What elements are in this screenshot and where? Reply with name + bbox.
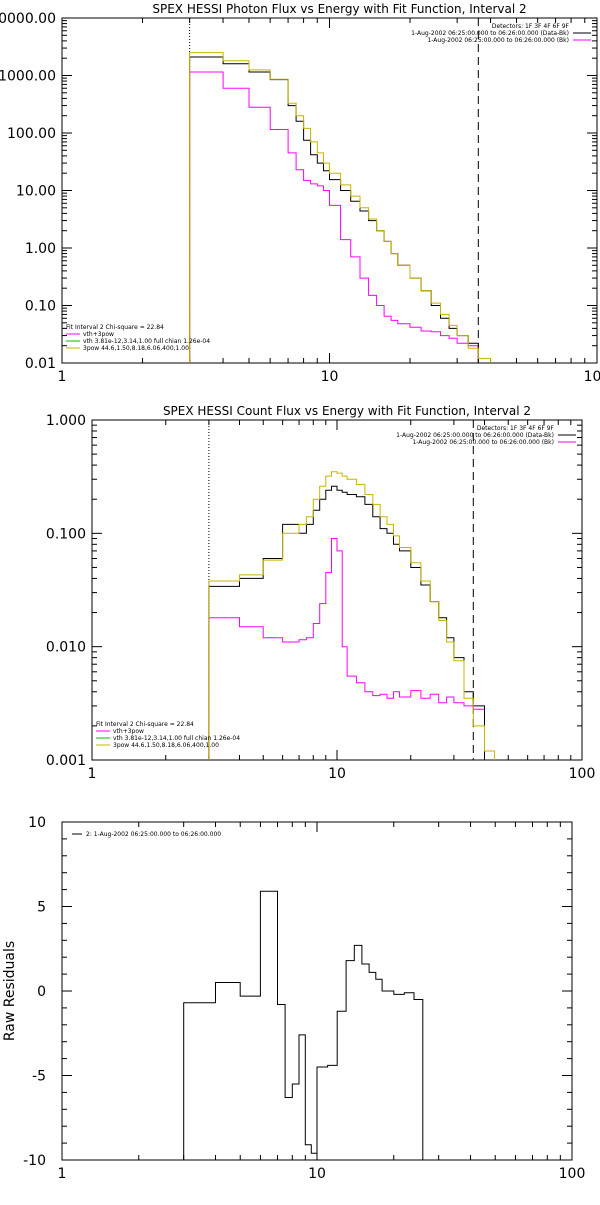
series-3-step-line [189,52,492,363]
series-2-step-line [208,538,485,760]
y-tick-label: 0.100 [46,526,86,542]
panel-2: SPEX HESSI Count Flux vs Energy with Fit… [46,404,595,782]
y-tick-label: 1000.00 [0,69,56,85]
y-tick-label: 10 [28,815,46,831]
series-2-step-line [189,71,479,363]
y-tick-label: 0.001 [46,753,86,769]
x-tick-label: 10 [308,1166,326,1182]
legend-text: 1-Aug-2002 06:25:00.000 to 06:26:00.000 … [411,30,569,37]
x-tick-label: 1 [58,1166,67,1182]
y-tick-label: -5 [32,1069,46,1085]
legend-text: vth+3pow [83,331,114,338]
panel-1: SPEX HESSI Photon Flux vs Energy with Fi… [0,2,600,385]
y-tick-label: 0.010 [46,640,86,656]
legend-text: 3pow 44.6,1.50,8.18,6.06,400,1.00 [83,345,189,352]
y-tick-label: 0 [37,984,46,1000]
legend-text: vth 3.81e-12,3.14,1.00 full chian 1.26e-… [83,338,210,345]
legend-text: Fit Interval 2 Chi-square = 22.84 [66,324,164,331]
panel-3: 1 10 100 10 5 0 -5 -10 Raw Residuals 2: 1-Aug-200… [2,815,585,1182]
chart-title: SPEX HESSI Count Flux vs Energy with Fit… [163,404,531,418]
x-tick-label: 10 [328,766,346,782]
y-tick-label: 0.01 [25,356,56,372]
x-tick-label: 1 [58,369,67,385]
legend-text: 3pow 44.6,1.50,8.18,6.06,400,1.00 [113,742,219,749]
y-tick-label: 10.00 [16,184,56,200]
y-tick-label: 5 [37,900,46,916]
x-tick-label: 10 [321,369,339,385]
y-tick-label: 1.000 [46,413,86,429]
legend-text: Fit Interval 2 Chi-square = 22.84 [96,721,194,728]
legend-text: 1-Aug-2002 06:25:00.000 to 06:26:00.000 … [396,432,554,439]
legend-text: 1-Aug-2002 06:25:00.000 to 06:26:00.000 … [412,439,554,446]
x-tick-label: 100 [569,766,596,782]
x-tick-label: 100 [559,1166,586,1182]
y-tick-label: 0.10 [25,299,56,315]
plot-frame [91,419,583,761]
series-3-step-line [208,471,496,760]
series-1-step-line [208,485,485,760]
x-tick-label: 100 [584,369,600,385]
legend-text: Detectors: 1F 3F 4F 6F 9F [477,425,555,432]
chart-title: SPEX HESSI Photon Flux vs Energy with Fi… [152,2,526,16]
legend-text: 2: 1-Aug-2002 06:25:00.000 to 06:26:00.0… [86,831,221,838]
series-1-step-line [183,890,424,1160]
y-tick-label: -10 [23,1153,46,1169]
y-tick-label: 100.00 [7,126,56,142]
legend-text: vth+3pow [113,728,144,735]
legend-text: 1-Aug-2002 06:25:00.000 to 06:26:00.000 … [427,37,569,44]
y-axis-label: Raw Residuals [2,941,18,1041]
legend-text: vth 3.81e-12,3.14,1.00 full chian 1.26e-… [113,735,240,742]
series-1-step-line [189,56,479,363]
y-tick-label: 1.00 [25,241,56,257]
x-tick-label: 1 [88,766,97,782]
legend-text: Detectors: 1F 3F 4F 6F 9F [492,23,570,30]
